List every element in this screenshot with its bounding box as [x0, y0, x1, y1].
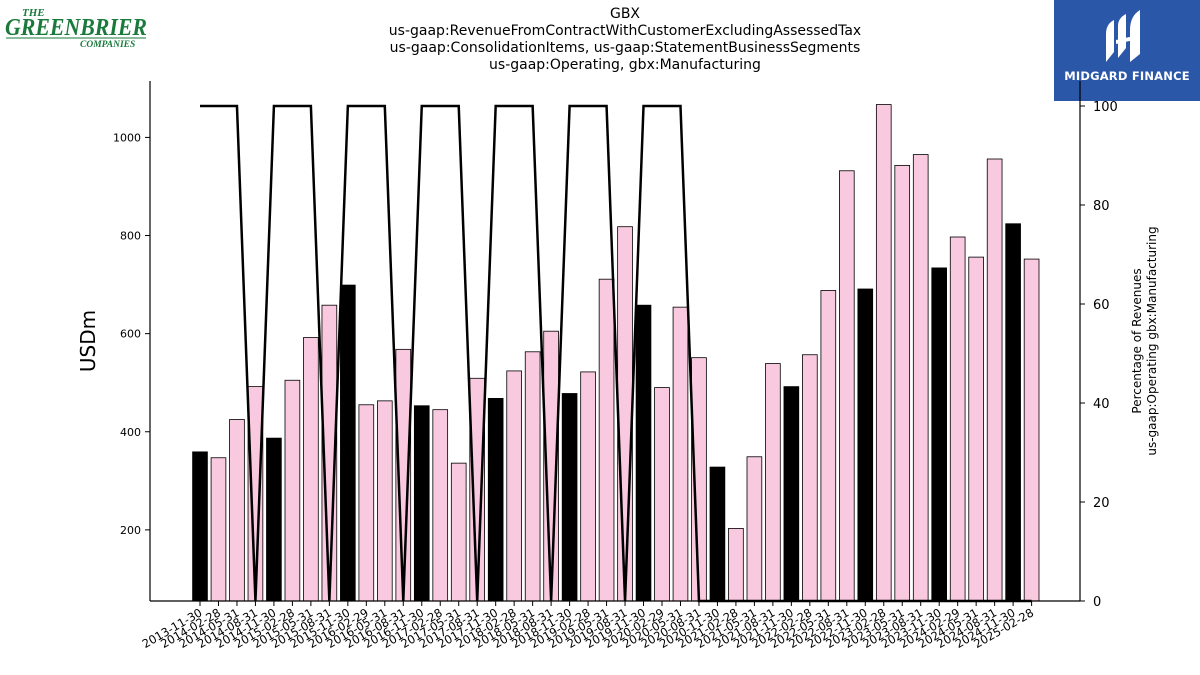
bar-2018-05-31: [524, 351, 541, 602]
bar-2019-02-28: [580, 371, 596, 602]
bar-2016-11-30: [413, 405, 430, 602]
bar-2015-05-31: [303, 337, 319, 602]
midgard-brand-text: MIDGARD FINANCE: [1064, 69, 1190, 83]
bar-2017-02-28: [432, 409, 449, 602]
title-line-members: us-gaap:Operating, gbx:Manufacturing: [489, 57, 761, 73]
bar-2017-11-30: [487, 397, 504, 602]
bar-2021-02-28: [728, 528, 744, 602]
logo-line-greenbrier: GREENBRIER: [5, 15, 147, 41]
title-line-axes: us-gaap:ConsolidationItems, us-gaap:Stat…: [389, 40, 861, 56]
bar-2013-11-30: [192, 451, 208, 602]
bar-2019-11-30: [635, 304, 652, 602]
bar-2022-08-31: [839, 170, 855, 602]
bar-2023-11-30: [931, 267, 947, 602]
bar-2022-11-30: [857, 288, 874, 602]
bar-2016-05-31: [376, 400, 393, 602]
y2tick-label-80: 80: [1093, 199, 1110, 214]
y2-axis-label-line-0: Percentage of Revenues: [1130, 268, 1144, 413]
bar-2024-11-30: [1005, 223, 1021, 602]
y2tick-label-40: 40: [1093, 397, 1110, 412]
title-line-concept: us-gaap:RevenueFromContractWithCustomerE…: [388, 23, 862, 39]
bar-2022-02-28: [802, 354, 818, 602]
logo-line-the: THE: [22, 7, 45, 19]
bar-2016-02-29: [358, 404, 375, 602]
bar-2024-08-31: [986, 158, 1003, 602]
midgard-finance-logo: MIDGARD FINANCE: [1054, 0, 1200, 101]
ytick-label-600: 600: [120, 328, 141, 341]
bar-2021-05-31: [746, 456, 763, 602]
chart-title: GBX us-gaap:RevenueFromContractWithCusto…: [315, 6, 935, 74]
bar-2020-02-29: [654, 387, 670, 602]
bar-2025-02-28: [1023, 258, 1040, 602]
bar-2018-02-28: [506, 370, 522, 602]
title-line-ticker: GBX: [609, 6, 641, 22]
bar-2022-05-31: [820, 290, 837, 602]
y-axis-label: USDm: [76, 310, 100, 372]
bar-2014-11-30: [266, 437, 282, 602]
midgard-emblem-icon: [1106, 10, 1140, 62]
ytick-label-200: 200: [120, 524, 141, 537]
bar-2023-05-31: [894, 164, 911, 602]
y2tick-label-60: 60: [1093, 298, 1110, 313]
bar-2020-05-31: [672, 306, 689, 602]
bar-2023-02-28: [875, 104, 892, 602]
logo-line-companies: COMPANIES: [80, 40, 135, 50]
bar-2015-02-28: [284, 379, 301, 602]
bar-2019-08-31: [617, 226, 633, 602]
bar-2024-05-31: [968, 256, 984, 602]
y2-axis-label-line-1: us-gaap:Operating gbx:Manufacturing: [1145, 226, 1159, 455]
y2tick-label-100: 100: [1093, 100, 1118, 115]
bar-2017-05-31: [450, 462, 467, 602]
bar-2021-08-31: [765, 363, 781, 602]
bar-2018-11-30: [561, 393, 578, 602]
ytick-label-400: 400: [120, 426, 141, 439]
greenbrier-logo: THE GREENBRIER COMPANIES: [4, 4, 150, 50]
y2tick-label-20: 20: [1093, 496, 1110, 511]
y2tick-label-0: 0: [1093, 595, 1101, 610]
bar-2014-05-31: [229, 419, 245, 602]
bar-2020-11-30: [709, 466, 726, 602]
ytick-label-800: 800: [120, 230, 141, 243]
bar-2019-05-31: [598, 278, 615, 602]
bar-2014-02-28: [210, 457, 227, 602]
bar-2015-11-30: [340, 284, 356, 602]
bar-2024-02-29: [949, 236, 966, 602]
bar-2023-08-31: [912, 154, 929, 602]
ytick-label-1000: 1000: [113, 131, 141, 144]
bar-2021-11-30: [783, 386, 800, 602]
